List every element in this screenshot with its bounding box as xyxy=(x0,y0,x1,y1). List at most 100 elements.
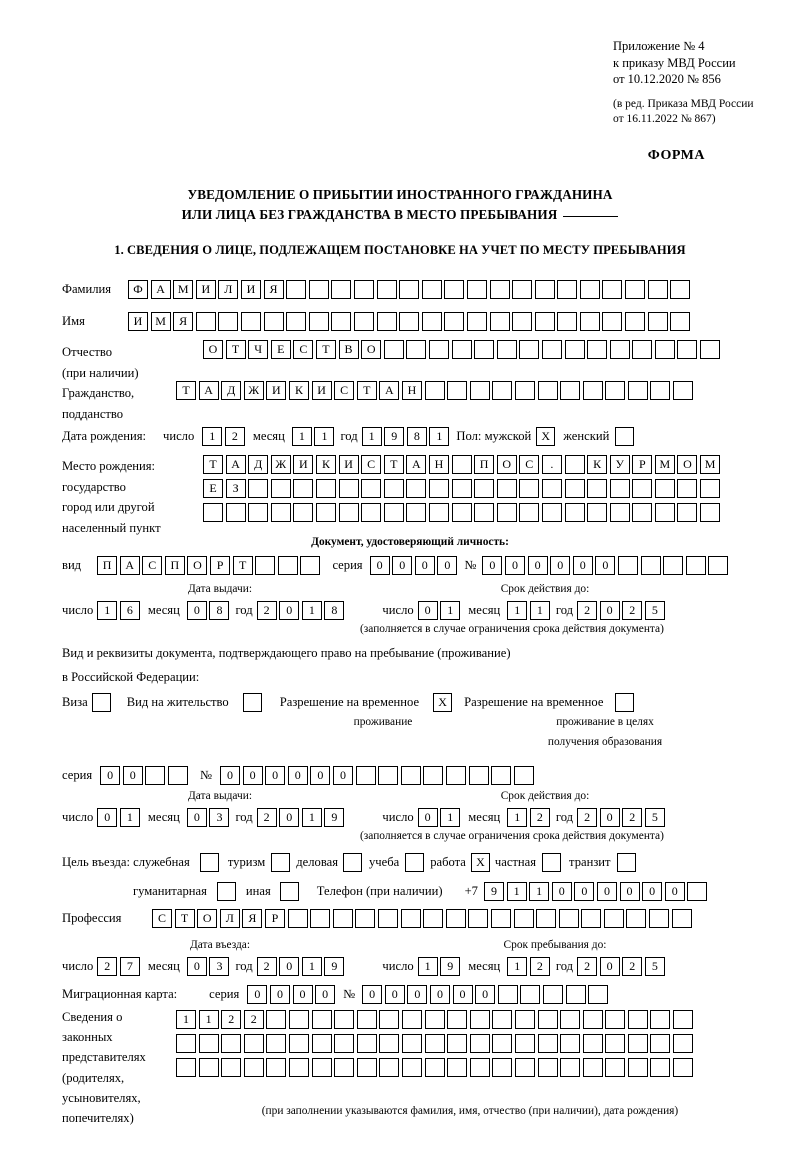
char-box[interactable]: 0 xyxy=(384,985,405,1004)
char-box[interactable]: 0 xyxy=(369,556,390,575)
purpose-humanitarian-checkbox[interactable] xyxy=(216,882,236,901)
char-box[interactable]: Ч xyxy=(248,340,269,359)
char-box[interactable]: У xyxy=(609,455,630,474)
char-box[interactable] xyxy=(445,766,466,785)
char-box[interactable] xyxy=(288,1034,309,1053)
char-box[interactable]: М xyxy=(150,312,171,331)
char-box[interactable] xyxy=(663,556,684,575)
char-box[interactable]: 8 xyxy=(209,601,230,620)
char-box[interactable] xyxy=(514,381,535,400)
char-box[interactable]: 0 xyxy=(596,882,617,901)
char-box[interactable] xyxy=(512,280,533,299)
char-box[interactable] xyxy=(625,280,646,299)
char-box[interactable]: 2 xyxy=(577,808,598,827)
char-box[interactable] xyxy=(286,280,307,299)
char-box[interactable] xyxy=(379,1058,400,1077)
char-box[interactable]: А xyxy=(150,280,171,299)
char-box[interactable] xyxy=(587,340,608,359)
char-box[interactable] xyxy=(537,1010,558,1029)
char-box[interactable] xyxy=(221,1034,242,1053)
char-box[interactable] xyxy=(468,766,489,785)
char-box[interactable]: 0 xyxy=(269,985,290,1004)
char-box[interactable]: М xyxy=(700,455,721,474)
char-box[interactable] xyxy=(451,503,472,522)
char-box[interactable] xyxy=(513,766,534,785)
purpose-official-checkbox[interactable] xyxy=(199,853,219,872)
char-box[interactable] xyxy=(424,1010,445,1029)
char-box[interactable] xyxy=(632,340,653,359)
char-box[interactable] xyxy=(266,1034,287,1053)
char-box[interactable]: 9 xyxy=(384,427,405,446)
char-box[interactable]: Н xyxy=(428,455,449,474)
char-box[interactable]: 0 xyxy=(392,556,413,575)
char-box[interactable] xyxy=(605,1058,626,1077)
char-box[interactable] xyxy=(490,909,511,928)
char-box[interactable]: А xyxy=(379,381,400,400)
char-box[interactable] xyxy=(399,312,420,331)
char-box[interactable]: 1 xyxy=(440,601,461,620)
char-box[interactable]: 2 xyxy=(256,808,277,827)
char-box[interactable] xyxy=(428,340,449,359)
char-box[interactable] xyxy=(560,381,581,400)
char-box[interactable]: 9 xyxy=(483,882,504,901)
char-box[interactable] xyxy=(640,556,661,575)
char-box[interactable]: 1 xyxy=(301,601,322,620)
char-box[interactable] xyxy=(379,1010,400,1029)
char-box[interactable] xyxy=(379,1034,400,1053)
char-box[interactable] xyxy=(424,381,445,400)
char-box[interactable]: А xyxy=(225,455,246,474)
char-box[interactable] xyxy=(654,479,675,498)
char-box[interactable] xyxy=(627,1058,648,1077)
char-box[interactable] xyxy=(423,909,444,928)
char-box[interactable] xyxy=(444,312,465,331)
char-box[interactable] xyxy=(677,340,698,359)
char-box[interactable] xyxy=(560,1010,581,1029)
char-box[interactable] xyxy=(496,340,517,359)
char-box[interactable] xyxy=(176,1034,196,1053)
char-box[interactable] xyxy=(673,1058,694,1077)
char-box[interactable] xyxy=(225,503,246,522)
char-box[interactable] xyxy=(609,503,630,522)
char-box[interactable] xyxy=(582,1034,603,1053)
char-box[interactable] xyxy=(315,479,336,498)
char-box[interactable]: Т xyxy=(356,381,377,400)
char-box[interactable]: 0 xyxy=(642,882,663,901)
char-box[interactable]: О xyxy=(361,340,382,359)
char-box[interactable] xyxy=(248,503,269,522)
char-box[interactable] xyxy=(677,479,698,498)
char-box[interactable]: 0 xyxy=(475,985,496,1004)
char-box[interactable] xyxy=(424,1034,445,1053)
char-box[interactable] xyxy=(311,1034,332,1053)
char-box[interactable] xyxy=(673,1010,694,1029)
char-box[interactable]: А xyxy=(406,455,427,474)
char-box[interactable]: Т xyxy=(383,455,404,474)
char-box[interactable] xyxy=(447,1058,468,1077)
char-box[interactable]: С xyxy=(142,556,163,575)
char-box[interactable] xyxy=(287,909,308,928)
char-box[interactable] xyxy=(248,479,269,498)
char-box[interactable] xyxy=(466,280,487,299)
char-box[interactable]: 0 xyxy=(362,985,383,1004)
representatives-boxes-row-3[interactable] xyxy=(176,1058,694,1077)
char-box[interactable] xyxy=(605,1034,626,1053)
char-box[interactable] xyxy=(582,381,603,400)
char-box[interactable]: 2 xyxy=(622,957,643,976)
birthplace-boxes-row-3[interactable] xyxy=(203,503,721,522)
char-box[interactable]: 1 xyxy=(440,808,461,827)
char-box[interactable] xyxy=(558,909,579,928)
char-box[interactable]: О xyxy=(187,556,208,575)
char-box[interactable]: П xyxy=(97,556,118,575)
char-box[interactable]: Т xyxy=(203,455,223,474)
char-box[interactable]: С xyxy=(334,381,355,400)
char-box[interactable] xyxy=(401,1010,422,1029)
